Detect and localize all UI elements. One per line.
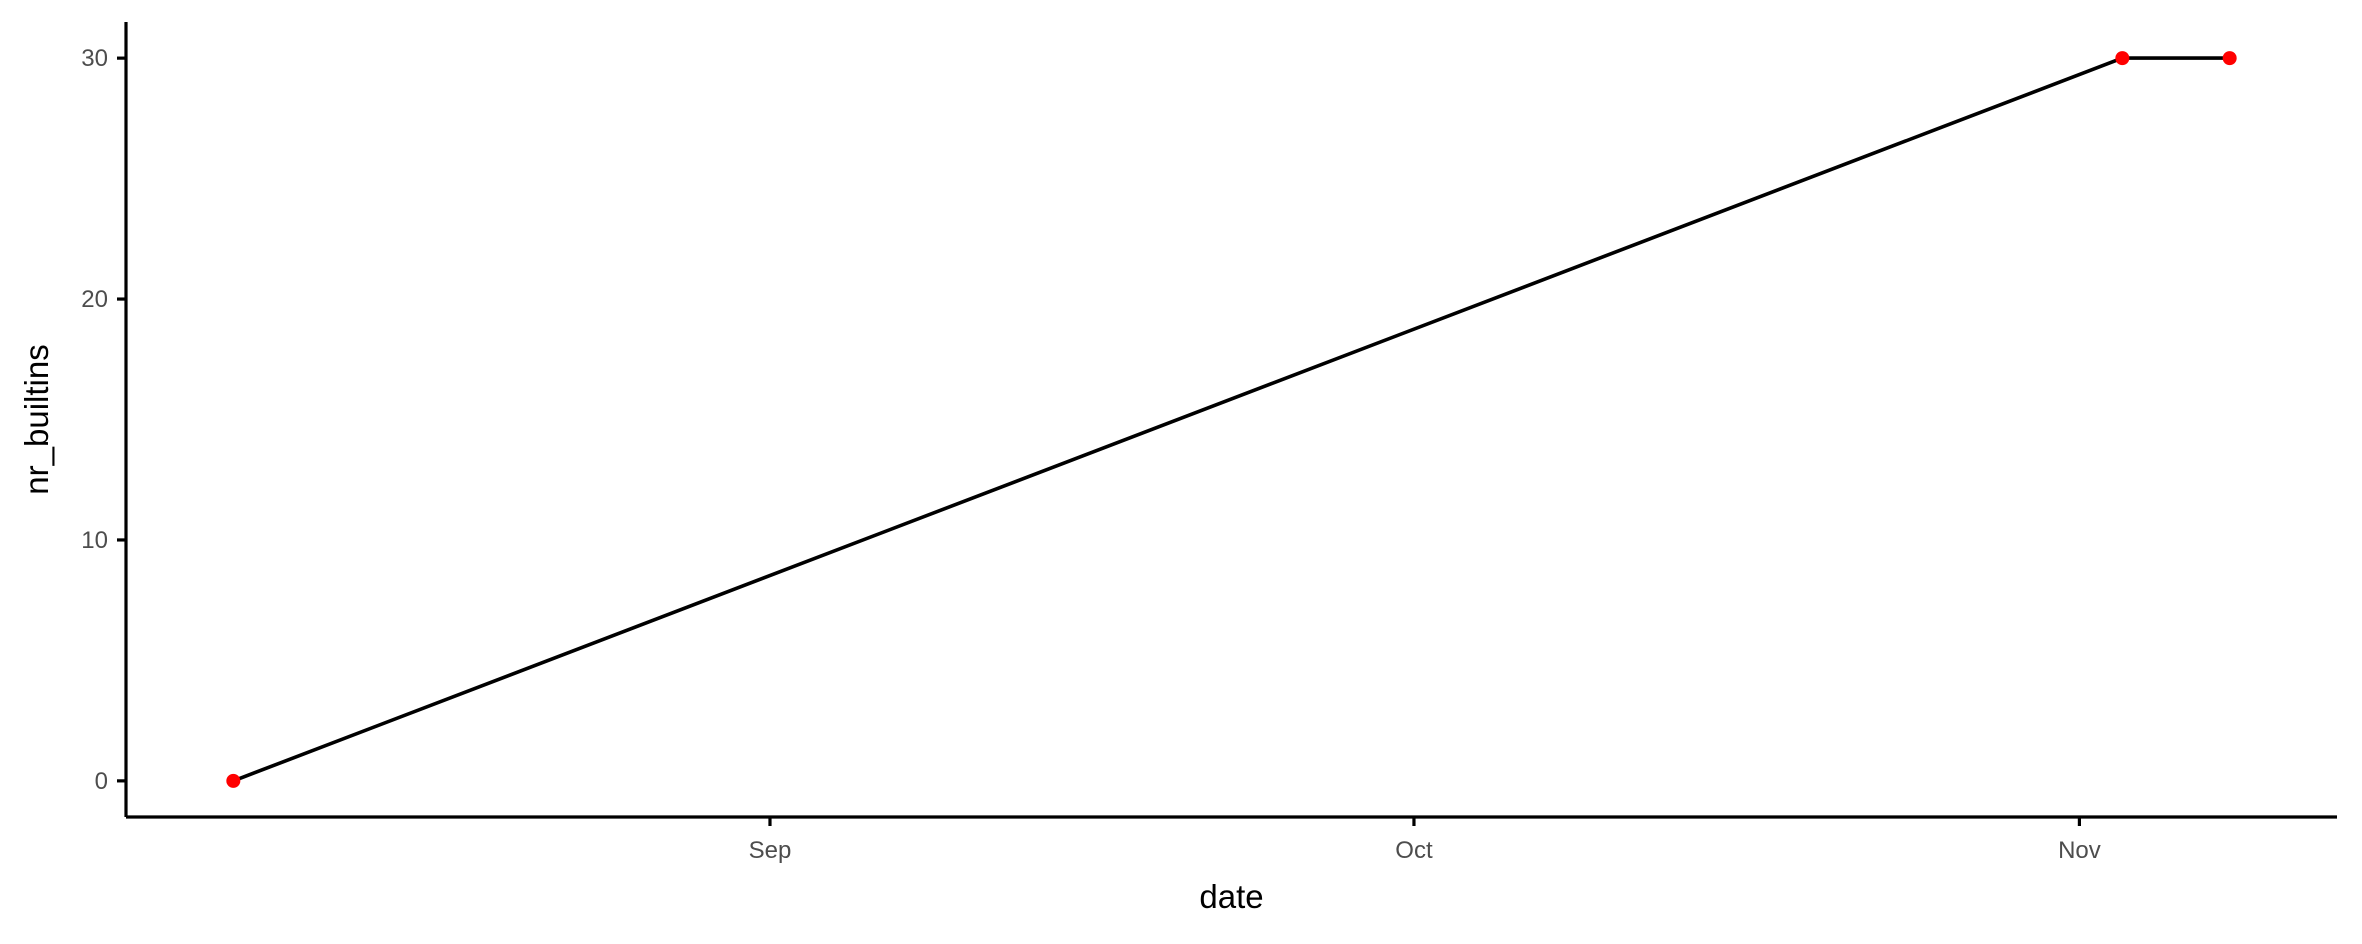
- x-axis-ticks: Sep Oct Nov: [749, 817, 2101, 864]
- data-point: [2222, 51, 2237, 66]
- series: [226, 51, 2237, 788]
- y-axis-title: nr_builtins: [18, 344, 55, 494]
- x-axis-title: date: [1199, 878, 1263, 915]
- data-point: [2115, 51, 2130, 66]
- y-tick-label: 20: [81, 286, 108, 313]
- y-tick-label: 0: [95, 768, 108, 795]
- x-tick-label: Oct: [1395, 837, 1433, 864]
- y-tick-label: 10: [81, 527, 108, 554]
- data-point: [226, 773, 241, 788]
- y-axis-ticks: 0 10 20 30: [81, 45, 126, 795]
- axes: [124, 22, 2337, 819]
- series-line: [232, 56, 2230, 783]
- x-tick-label: Nov: [2058, 837, 2101, 864]
- x-tick-label: Sep: [749, 837, 792, 864]
- y-tick-label: 30: [81, 45, 108, 72]
